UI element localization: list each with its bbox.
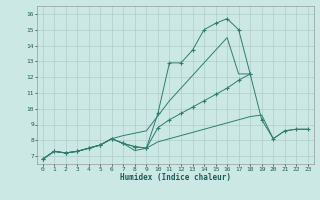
X-axis label: Humidex (Indice chaleur): Humidex (Indice chaleur) [120,173,231,182]
